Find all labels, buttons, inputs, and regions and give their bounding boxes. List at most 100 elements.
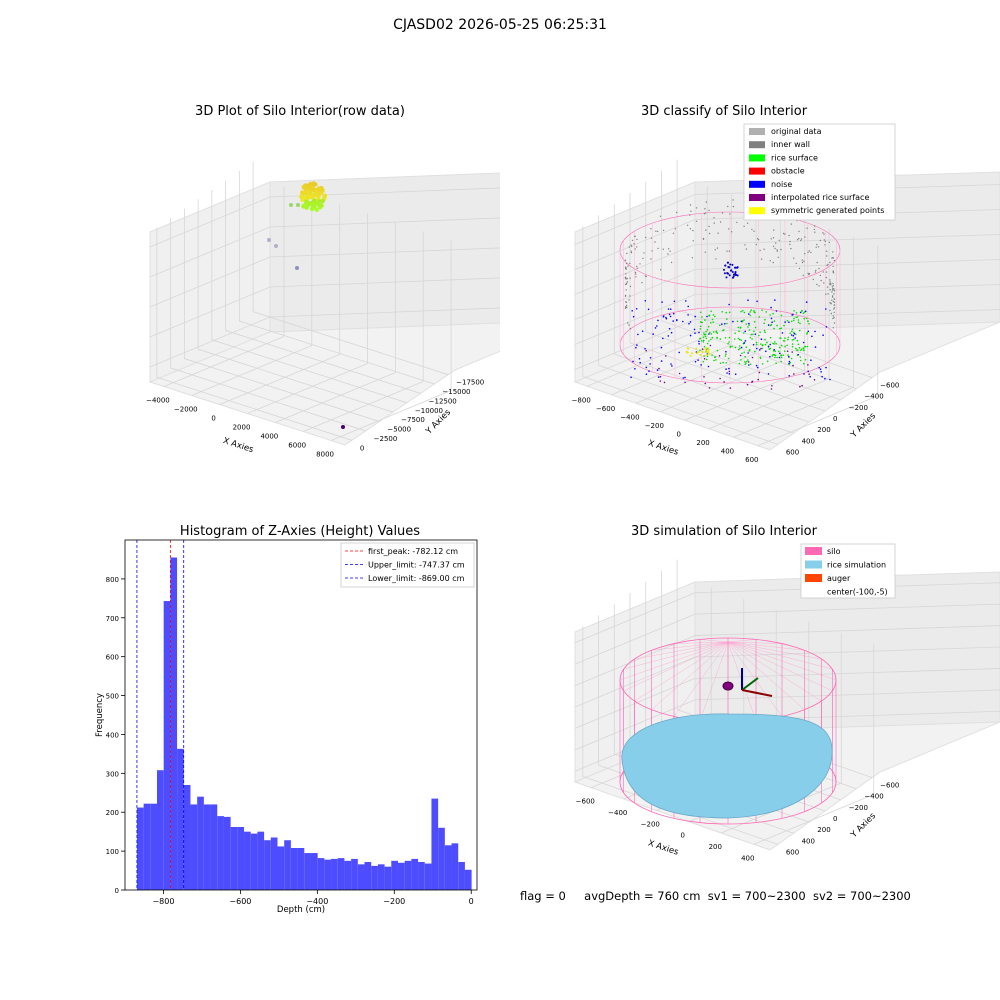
rice-surface-point [702, 339, 705, 342]
rice-surface-point [724, 355, 727, 357]
inner-wall-point [826, 255, 828, 257]
x-tick-label: 600 [745, 456, 758, 464]
grid-z-left [149, 316, 271, 368]
noise-point [779, 352, 781, 355]
inner-wall-point [817, 246, 820, 248]
noise-point [706, 315, 708, 318]
inner-wall-point [729, 213, 731, 215]
inner-wall-point [777, 256, 779, 258]
silo-roof-wire [699, 639, 729, 643]
noise-point [770, 317, 773, 320]
inner-wall-point [728, 250, 731, 252]
rice-surface-point [731, 345, 733, 348]
inner-wall-point [629, 295, 631, 297]
grid-x [191, 345, 312, 396]
rice-surface-point [782, 354, 784, 356]
noise-point [635, 308, 638, 310]
noise-point [724, 264, 727, 267]
rice-surface-point [803, 318, 805, 320]
rice-surface-point [752, 333, 754, 336]
grid-y [614, 353, 810, 423]
noise-point [697, 359, 699, 361]
noise-point [759, 349, 761, 351]
inner-wall-point [824, 244, 826, 246]
noise-point [687, 314, 689, 316]
inner-wall-point [833, 307, 836, 309]
rice-surface-point [700, 340, 703, 342]
inner-wall-point [820, 279, 822, 282]
rice-surface-point [711, 336, 714, 339]
inner-wall-point [831, 286, 834, 288]
rice-surface-point [738, 345, 741, 347]
inner-wall-point [705, 201, 707, 203]
inner-wall-point [814, 231, 816, 233]
inner-wall-point [746, 222, 749, 224]
inner-wall-point [801, 261, 804, 264]
rice-surface-point [745, 346, 748, 348]
rice-surface-point [715, 331, 718, 334]
noise-point [814, 346, 817, 348]
rice-surface-point [708, 340, 710, 342]
noise-point [770, 306, 772, 309]
interpolated-point [799, 385, 801, 388]
rice-surface-point [740, 310, 742, 313]
inner-wall-point [625, 289, 627, 291]
noise-point [760, 338, 763, 340]
inner-wall-point [830, 303, 832, 305]
grid-z-left [574, 699, 696, 751]
y-tick-label: −17500 [456, 379, 484, 387]
interpolated-point [645, 349, 647, 352]
noise-point [748, 322, 750, 325]
noise-point [734, 266, 736, 269]
inner-wall-point [674, 228, 677, 230]
noise-point [818, 366, 820, 369]
rice-surface-point [713, 359, 715, 362]
inner-wall-point [669, 250, 671, 252]
inner-wall-point [825, 293, 827, 295]
rice-surface-point [791, 339, 794, 341]
inner-wall-point [788, 234, 790, 237]
grid-z [694, 668, 1000, 679]
inner-wall-point [833, 304, 836, 306]
inner-wall-point [635, 273, 637, 275]
inner-wall-point [832, 265, 834, 268]
rice-surface-point [722, 361, 724, 364]
symmetric-point [706, 354, 708, 356]
inner-wall-point [751, 228, 753, 231]
histogram-bar [284, 840, 291, 890]
rice-surface-point [760, 343, 762, 345]
rice-surface-point [739, 347, 741, 350]
data-point [300, 190, 305, 195]
rice-surface-point [784, 345, 786, 348]
inner-wall-point [815, 269, 817, 272]
inner-wall-point [759, 249, 761, 252]
noise-point [644, 300, 647, 302]
grid-z-left [149, 196, 271, 248]
simulation-3d-plot: −600−400−20002004006004002000−200−400−60… [573, 543, 1000, 862]
y-tick-label: −600 [880, 382, 899, 390]
x-tick-label: −200 [641, 820, 660, 828]
noise-point [728, 367, 730, 370]
rice-surface-point [710, 322, 712, 324]
interpolated-point [728, 370, 731, 373]
noise-point [769, 355, 771, 358]
grid-y [253, 311, 449, 376]
histogram-bar [444, 845, 452, 890]
inner-wall-point [641, 282, 643, 284]
interpolated-point [801, 384, 803, 387]
rice-surface-point [772, 342, 774, 345]
y-tick-label: −600 [880, 782, 899, 790]
histogram-bar [257, 831, 265, 890]
inner-wall-point [650, 237, 653, 239]
noise-point [670, 331, 673, 334]
interpolated-point [678, 372, 681, 375]
noise-point [700, 364, 702, 366]
silo-roof-wire [651, 641, 729, 710]
grid-z-left [574, 194, 696, 245]
x-tick-label: −600 [576, 798, 595, 806]
inner-wall-point [625, 307, 627, 309]
legend-swatch [805, 574, 822, 582]
inner-wall-point [635, 276, 637, 278]
rice-surface-point [793, 310, 795, 312]
noise-point [788, 355, 790, 358]
